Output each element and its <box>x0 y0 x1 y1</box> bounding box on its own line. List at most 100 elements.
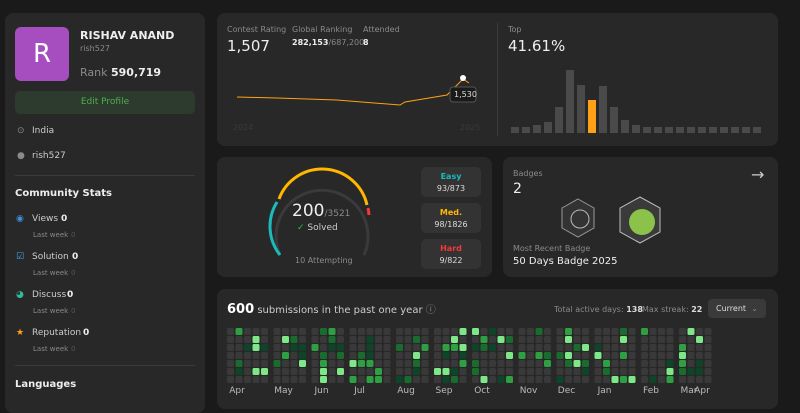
heatmap-cell <box>290 376 298 383</box>
heatmap-cell <box>544 336 551 343</box>
heatmap-cell <box>421 352 429 359</box>
ranking-total: /687,200 <box>328 38 365 47</box>
stat-value: 0 <box>61 214 68 224</box>
heatmap-cell <box>573 376 581 383</box>
heatmap-cell <box>290 352 298 359</box>
heatmap-cell <box>358 360 365 367</box>
heatmap-cell <box>480 368 488 375</box>
heatmap-cell <box>459 360 467 367</box>
heatmap-cell <box>696 344 703 351</box>
heatmap-cell <box>235 336 243 343</box>
heatmap-cell <box>459 344 467 351</box>
stat-sub-value: 0 <box>71 345 76 353</box>
heatmap-cell <box>620 328 627 335</box>
heatmap-cell <box>311 368 319 375</box>
heatmap-cell <box>704 344 712 351</box>
heatmap-cell <box>375 344 382 351</box>
heatmap-cell <box>282 328 289 335</box>
heatmap-cell <box>320 368 327 375</box>
heatmap-cell <box>358 368 365 375</box>
heatmap-cell <box>544 368 551 375</box>
heatmap-cell <box>489 376 496 383</box>
heatmap-cell <box>320 328 327 335</box>
month-label: Jun <box>314 386 329 396</box>
heatmap-cell <box>518 360 526 367</box>
heatmap-cell <box>535 336 543 343</box>
heatmap-cell <box>366 336 374 343</box>
attended: 8 <box>363 38 369 47</box>
heatmap-cell <box>666 360 674 367</box>
rating-point <box>460 75 466 81</box>
heatmap-cell <box>244 368 251 375</box>
stat-icon: ★ <box>16 328 25 338</box>
month-label: Mar <box>680 386 698 396</box>
heatmap-cell <box>311 328 319 335</box>
heatmap-cell <box>349 368 357 375</box>
heatmap-cell <box>620 336 627 343</box>
divider <box>15 365 195 366</box>
github-icon: ● <box>17 151 25 161</box>
heatmap-cell <box>603 376 610 383</box>
heatmap-cell <box>573 360 581 367</box>
heatmap-cell <box>337 376 344 383</box>
page: R RISHAV ANAND rish527 Rank 590,719 Edit… <box>5 13 778 413</box>
stat-value: 0 <box>67 290 74 300</box>
heatmap-cell <box>666 376 674 383</box>
heatmap-cell <box>480 352 488 359</box>
badges-arrow[interactable]: → <box>751 165 765 184</box>
heatmap-cell <box>489 336 496 343</box>
heatmap-cell <box>404 328 412 335</box>
heatmap-cell <box>451 344 458 351</box>
heatmap-cell <box>273 360 281 367</box>
heatmap-cell <box>320 336 327 343</box>
heatmap-cell <box>451 368 458 375</box>
stat-icon: ☑ <box>16 252 25 262</box>
heatmap-cell <box>235 360 243 367</box>
year-dropdown[interactable]: Current ⌄ <box>708 299 766 318</box>
max-streak: Max streak: 22 <box>642 305 702 314</box>
heatmap-cell <box>628 360 636 367</box>
heatmap-cell <box>518 328 526 335</box>
heatmap-cell <box>337 344 344 351</box>
stat-icon: ◕ <box>16 290 24 300</box>
heatmap-cell <box>641 352 648 359</box>
heatmap-cell <box>565 360 572 367</box>
stat-value: 0 <box>72 252 79 262</box>
heatmap-cell <box>290 328 298 335</box>
heatmap-cell <box>244 376 251 383</box>
heatmap-cell <box>611 352 619 359</box>
edit-profile-button[interactable]: Edit Profile <box>15 91 195 114</box>
heatmap-cell <box>290 360 298 367</box>
heatmap-cell <box>506 352 513 359</box>
heatmap-cell <box>687 360 695 367</box>
heatmap-cell <box>299 360 306 367</box>
heatmap-cell <box>366 352 374 359</box>
heatmap-cell <box>299 328 306 335</box>
heatmap-cell <box>565 352 572 359</box>
heatmap-cell <box>641 344 648 351</box>
heatmap-cell <box>421 360 429 367</box>
heatmap-cell <box>489 360 496 367</box>
heatmap-cell <box>421 336 429 343</box>
stat-sub-value: 0 <box>71 307 76 315</box>
heatmap-cell <box>641 376 648 383</box>
heatmap-cell <box>383 352 391 359</box>
heatmap-cell <box>704 376 712 383</box>
heatmap-cell <box>299 352 306 359</box>
heatmap-cell <box>527 344 534 351</box>
heatmap-cell <box>227 336 234 343</box>
heatmap-cell <box>535 360 543 367</box>
heatmap-cell <box>235 368 243 375</box>
solved-label: ✓ Solved <box>297 223 338 233</box>
heatmap-cell <box>544 360 551 367</box>
heatmap-cell <box>480 344 488 351</box>
heatmap-cell <box>451 352 458 359</box>
level-name: Easy <box>440 172 462 181</box>
heatmap-cell <box>252 328 260 335</box>
heatmap-cell <box>358 328 365 335</box>
heatmap-cell <box>480 328 488 335</box>
heatmap-cell <box>582 352 589 359</box>
github[interactable]: rish527 <box>32 151 66 161</box>
heatmap-cell <box>480 336 488 343</box>
tooltip: 1,530 <box>454 90 477 99</box>
